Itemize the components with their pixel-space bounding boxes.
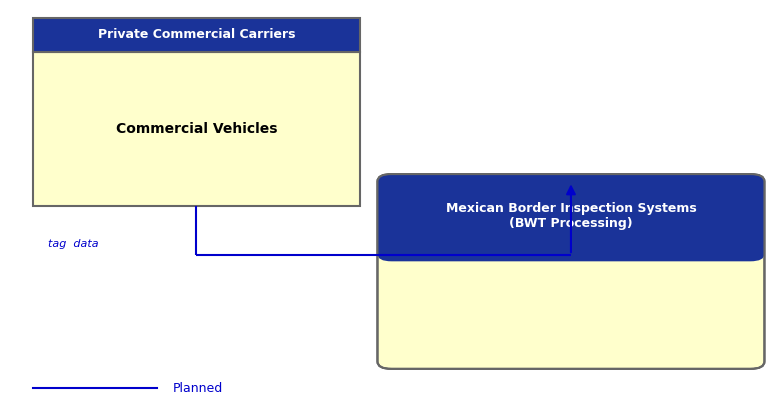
FancyBboxPatch shape bbox=[377, 174, 764, 369]
Text: tag  data: tag data bbox=[49, 239, 99, 249]
Text: Mexican Border Inspection Systems
(BWT Processing): Mexican Border Inspection Systems (BWT P… bbox=[446, 201, 696, 229]
Bar bbox=[33, 18, 360, 52]
Bar bbox=[33, 52, 360, 206]
Text: Commercial Vehicles: Commercial Vehicles bbox=[116, 122, 277, 136]
Bar bbox=[392, 248, 750, 258]
Text: Planned: Planned bbox=[173, 382, 223, 395]
FancyBboxPatch shape bbox=[377, 174, 764, 261]
Text: Private Commercial Carriers: Private Commercial Carriers bbox=[98, 28, 295, 41]
